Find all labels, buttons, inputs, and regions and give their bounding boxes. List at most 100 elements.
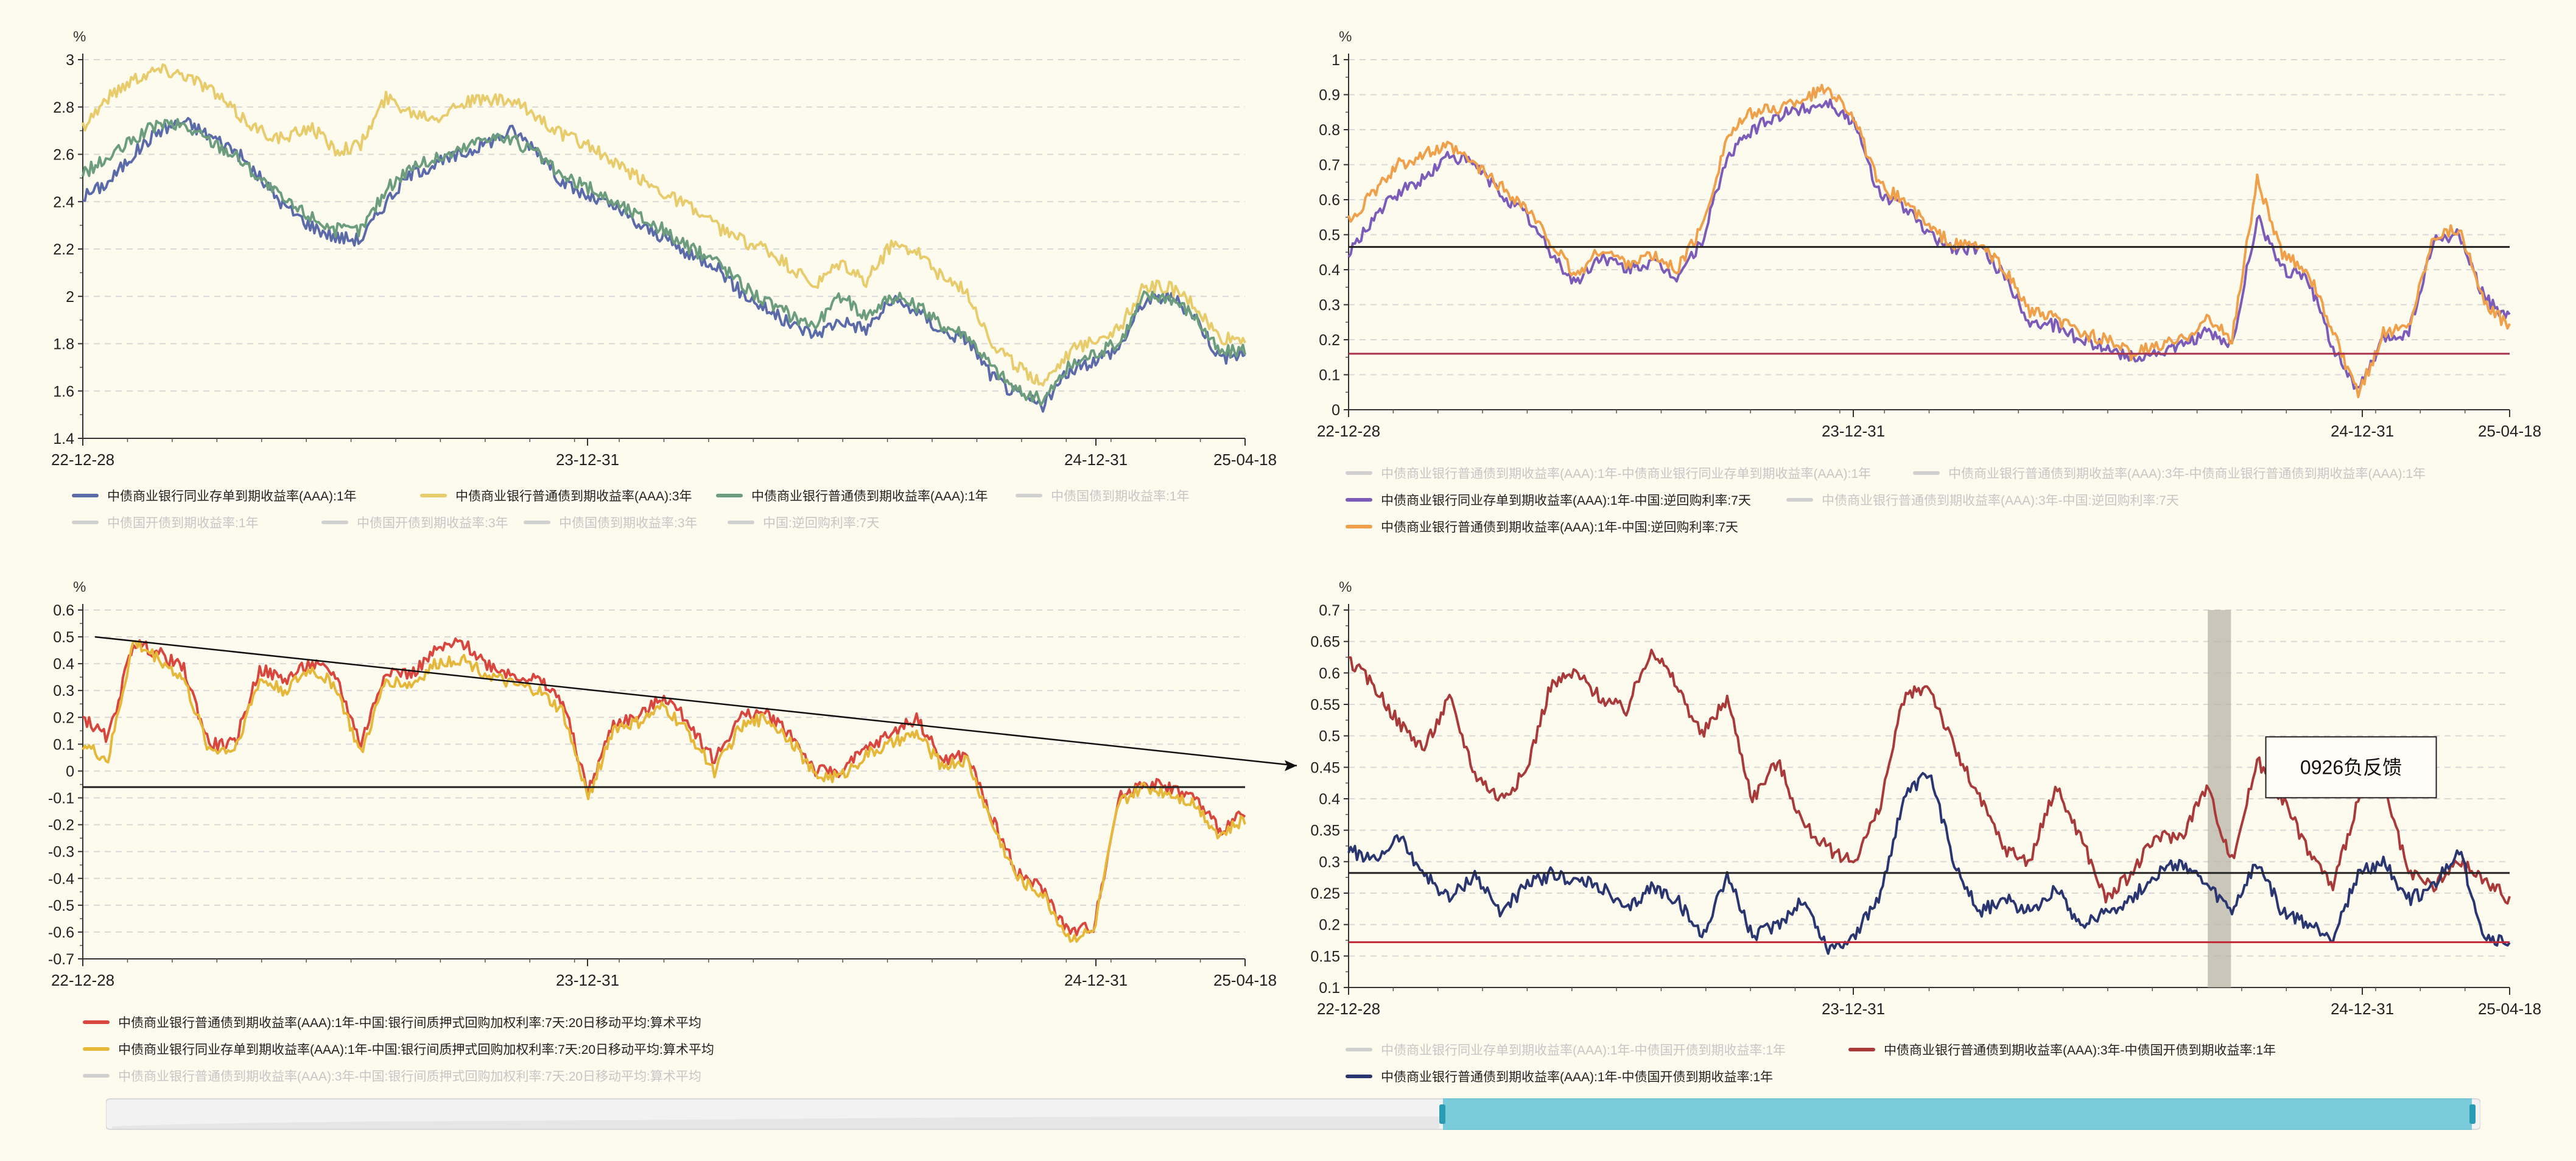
legend-label: 中债商业银行普通债到期收益率(AAA):3年-中国:逆回购利率:7天 xyxy=(1822,494,2179,508)
y-tick-label: 0.4 xyxy=(53,656,74,673)
legend-item[interactable]: 中债商业银行普通债到期收益率(AAA):1年-中债商业银行同业存单到期收益率(A… xyxy=(1346,461,1871,487)
legend-item[interactable]: 中债商业银行普通债到期收益率(AAA):1年-中国:银行间质押式回购加权利率:7… xyxy=(83,1011,701,1036)
series-line-1 xyxy=(1348,648,2511,905)
legend-item[interactable]: 中债商业银行普通债到期收益率(AAA):1年-中国:逆回购利率:7天 xyxy=(1346,515,1738,541)
legend-label: 中债商业银行普通债到期收益率(AAA):3年-中债商业银行普通债到期收益率(AA… xyxy=(1948,467,2426,481)
legend-swatch xyxy=(1346,498,1372,502)
legend-label: 中债商业银行普通债到期收益率(AAA):3年-中债国开债到期收益率:1年 xyxy=(1884,1043,2276,1058)
legend-item[interactable]: 中债商业银行普通债到期收益率(AAA):3年 xyxy=(420,484,692,510)
y-tick-label: 0.2 xyxy=(53,709,74,726)
legend-swatch xyxy=(1346,1075,1372,1079)
x-tick-label: 23-12-31 xyxy=(1822,1000,1885,1018)
legend-swatch xyxy=(83,1047,110,1051)
legend-swatch xyxy=(1913,471,1940,475)
legend-label: 中债商业银行普通债到期收益率(AAA):1年 xyxy=(751,489,988,503)
series-line-2 xyxy=(82,63,1246,387)
series-line-1 xyxy=(1347,98,2511,390)
legend-item[interactable]: 中债国开债到期收益率:3年 xyxy=(321,511,508,536)
y-tick-label: 0.35 xyxy=(1310,823,1340,840)
navigator-selected-range[interactable] xyxy=(1443,1098,2472,1130)
legend-item[interactable]: 中债商业银行普通债到期收益率(AAA):3年-中国:逆回购利率:7天 xyxy=(1786,488,2179,514)
y-tick-label: 1 xyxy=(1332,52,1340,69)
legend-swatch xyxy=(1346,1048,1372,1052)
legend-label: 中债商业银行同业存单到期收益率(AAA):1年-中国:逆回购利率:7天 xyxy=(1381,494,1751,508)
legend-label: 中债商业银行同业存单到期收益率(AAA):1年 xyxy=(107,489,357,503)
navigator-left-handle[interactable] xyxy=(1439,1104,1445,1124)
y-tick-label: 0.5 xyxy=(1319,227,1340,244)
y-tick-label: 0.25 xyxy=(1310,885,1340,902)
legend-label: 中债商业银行普通债到期收益率(AAA):1年-中债商业银行同业存单到期收益率(A… xyxy=(1381,467,1872,481)
y-tick-label: 0.65 xyxy=(1310,634,1340,651)
y-tick-label: 2.8 xyxy=(53,99,74,116)
y-tick-label: 0 xyxy=(1332,402,1340,419)
annotation-box xyxy=(2265,736,2437,799)
annotation-text: 0926负反馈 xyxy=(2300,756,2402,778)
time-range-navigator[interactable] xyxy=(106,1096,2480,1132)
y-tick-label: 0.2 xyxy=(1319,917,1340,934)
y-tick-label: 0.3 xyxy=(1319,854,1340,871)
legend-swatch xyxy=(1848,1048,1875,1052)
y-tick-label: 0.9 xyxy=(1319,87,1340,104)
y-tick-label: 0.1 xyxy=(1319,980,1340,997)
highlight-band xyxy=(2208,610,2231,987)
legend-swatch xyxy=(1346,471,1372,475)
series-line-2 xyxy=(1347,83,2511,399)
legend-item[interactable]: 中债商业银行普通债到期收益率(AAA):3年-中债国开债到期收益率:1年 xyxy=(1848,1038,2276,1064)
y-tick-label: -0.3 xyxy=(48,844,74,861)
legend-item[interactable]: 中债国债到期收益率:1年 xyxy=(1016,484,1190,510)
y-tick-label: -0.6 xyxy=(48,924,74,941)
legend-item[interactable]: 中债商业银行普通债到期收益率(AAA):1年 xyxy=(716,484,988,510)
navigator-overview-shape xyxy=(112,1117,1439,1129)
y-tick-label: 0.6 xyxy=(1319,665,1340,682)
legend-item[interactable]: 中债国开债到期收益率:1年 xyxy=(72,511,259,536)
x-tick-label: 25-04-18 xyxy=(1213,451,1277,469)
x-tick-label: 25-04-18 xyxy=(2478,1000,2541,1018)
trend-line xyxy=(94,636,1297,766)
legend-label: 中债商业银行普通债到期收益率(AAA):1年-中债国开债到期收益率:1年 xyxy=(1381,1070,1774,1084)
trend-line-arrowhead xyxy=(1285,760,1297,771)
legend-item[interactable]: 中债商业银行同业存单到期收益率(AAA):1年-中国:银行间质押式回购加权利率:… xyxy=(83,1037,714,1063)
series-line-2 xyxy=(82,640,1246,943)
x-tick-label: 22-12-28 xyxy=(51,451,114,469)
series-line-2 xyxy=(1347,772,2511,955)
y-tick-label: -0.7 xyxy=(48,951,74,968)
legend-item[interactable]: 中债商业银行普通债到期收益率(AAA):1年-中债国开债到期收益率:1年 xyxy=(1346,1065,1773,1090)
y-tick-label: -0.5 xyxy=(48,897,74,914)
y-tick-label: 0.3 xyxy=(53,682,74,700)
chart-panel-2: % 0 0.1 0.2 0.3 0.4 0.5 0.6 0.7 0.8 0.9 1 22-12-28 23… xyxy=(1317,29,2541,440)
y-tick-label: 0.7 xyxy=(1319,602,1340,619)
legend-item[interactable]: 中债商业银行同业存单到期收益率(AAA):1年-中国:逆回购利率:7天 xyxy=(1346,488,1751,514)
x-tick-label: 23-12-31 xyxy=(1822,422,1885,440)
y-tick-label: 0.1 xyxy=(53,736,74,753)
y-tick-label: 2 xyxy=(66,289,74,306)
y-tick-label: 3 xyxy=(66,52,74,69)
legend-item[interactable]: 中债商业银行同业存单到期收益率(AAA):1年 xyxy=(72,484,357,510)
y-tick-label: -0.4 xyxy=(48,871,74,888)
legend-label: 中债商业银行同业存单到期收益率(AAA):1年-中债国开债到期收益率:1年 xyxy=(1381,1043,1786,1058)
legend-item[interactable]: 中国:逆回购利率:7天 xyxy=(728,511,879,536)
series-line-1 xyxy=(82,637,1246,936)
legend-item[interactable]: 中债商业银行普通债到期收益率(AAA):3年-中债商业银行普通债到期收益率(AA… xyxy=(1913,461,2426,487)
navigator-right-handle[interactable] xyxy=(2469,1104,2476,1124)
y-tick-label: 0.5 xyxy=(53,629,74,646)
y-tick-label: 0.6 xyxy=(53,602,74,619)
x-tick-label: 24-12-31 xyxy=(2331,1000,2394,1018)
legend-item[interactable]: 中债国债到期收益率:3年 xyxy=(524,511,698,536)
legend-label: 中债国开债到期收益率:1年 xyxy=(107,516,259,530)
x-tick-label: 24-12-31 xyxy=(1064,971,1128,989)
legend-swatch xyxy=(83,1074,110,1078)
y-tick-label: -0.2 xyxy=(48,817,74,834)
y-tick-label: 0.2 xyxy=(1319,332,1340,349)
x-tick-label: 24-12-31 xyxy=(1064,451,1128,469)
legend-item[interactable]: 中债商业银行同业存单到期收益率(AAA):1年-中债国开债到期收益率:1年 xyxy=(1346,1038,1786,1064)
y-tick-label: 0.3 xyxy=(1319,297,1340,314)
legend-label: 中国:逆回购利率:7天 xyxy=(763,516,880,530)
legend-swatch xyxy=(716,494,743,498)
legend-label: 中债商业银行普通债到期收益率(AAA):3年 xyxy=(455,489,692,503)
y-tick-label: 0.55 xyxy=(1310,696,1340,714)
y-tick-label: 0.6 xyxy=(1319,192,1340,209)
legend-item[interactable]: 中债商业银行普通债到期收益率(AAA):3年-中国:银行间质押式回购加权利率:7… xyxy=(83,1064,701,1090)
legend-label: 中债商业银行普通债到期收益率(AAA):1年-中国:逆回购利率:7天 xyxy=(1381,521,1738,535)
y-tick-label: 0 xyxy=(66,763,74,780)
